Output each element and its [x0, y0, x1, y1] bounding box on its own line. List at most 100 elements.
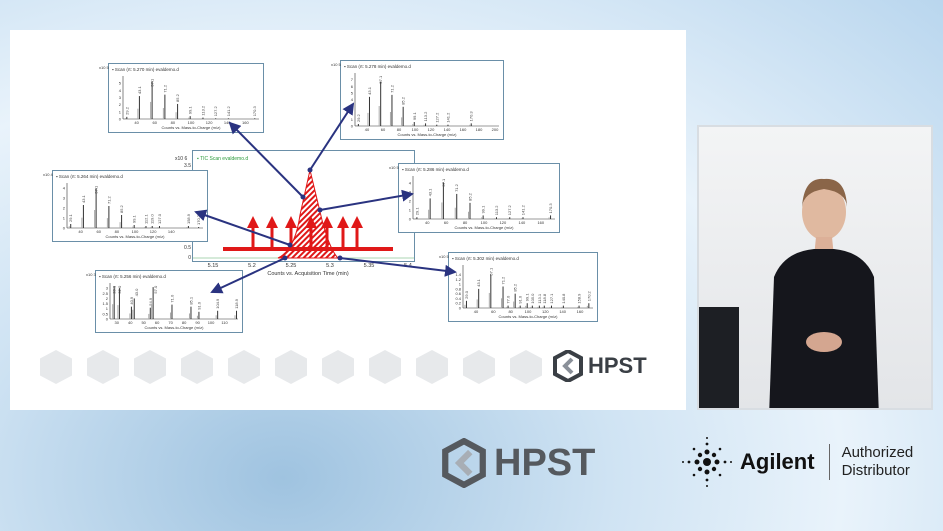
x-tick-label: 120 [500, 220, 507, 225]
spectrum-title: ▪ Scan (rt: 5.286 min) evaldemo.d [402, 167, 469, 172]
x-tick-label: 140 [559, 309, 566, 314]
x-tick-label: 160 [460, 127, 467, 132]
x-tick-label: 100 [188, 120, 195, 125]
y-tick-label: 2 [351, 110, 354, 115]
peak-label: 43.1 [476, 278, 481, 287]
peak-label: 85.1 [188, 296, 193, 305]
spectrum-title: ▪ Scan (rt: 5.264 min) evaldemo.d [56, 174, 123, 179]
peak-label: 71.0 [169, 294, 174, 303]
peak-label: 99.1 [525, 293, 530, 302]
peak-label: 71.2 [162, 84, 167, 93]
x-tick-label: 5.4 [404, 263, 412, 269]
y-tick-label: 0 [106, 317, 109, 322]
peak-label: 140.8 [561, 293, 566, 304]
x-tick-label: 70 [168, 320, 173, 325]
y-tick-label: 0.4 [455, 296, 461, 301]
presentation-slide: x10 6 ▪ TIC Scan evaldemo.d 3.5 0.5 0 5.15 5.2… [10, 30, 686, 410]
x-tick-label: 100 [208, 320, 215, 325]
y-tick-label: 0 [188, 255, 191, 261]
tic-chromatogram: x10 6 ▪ TIC Scan evaldemo.d 3.5 0.5 0 5.15 5.2… [175, 150, 415, 277]
peak-label: 43.0 [134, 288, 139, 297]
y-tick-label: 1.5 [102, 301, 108, 306]
peak-label: 158.9 [186, 213, 191, 224]
y-tick-label: 2.5 [102, 291, 108, 296]
peak-label: 29.2 [124, 106, 129, 115]
peak-label: 112.1 [143, 214, 148, 224]
y-tick-label: 1.2 [455, 277, 461, 282]
tic-title: ▪ TIC Scan evaldemo.d [197, 156, 248, 162]
x-tick-label: 50 [141, 320, 146, 325]
y-tick-label: 4 [119, 88, 122, 93]
peak-label: 57.1 [441, 178, 446, 187]
x-tick-label: 40 [128, 320, 133, 325]
peak-label: 71.2 [454, 183, 459, 192]
y-exponent: x10 5 [439, 254, 450, 259]
y-tick-label: 6 [351, 84, 354, 89]
x-tick-label: 80 [463, 220, 468, 225]
y-exponent: x10 5 [99, 65, 110, 70]
hpst-text: HPST [494, 441, 596, 484]
slide-logo-text: HPST [588, 353, 647, 378]
mass-spectrum-5-264: x10 4 ▪ Scan (rt: 5.264 min) evaldemo.d 0 1… [43, 170, 208, 242]
x-tick-label: 80 [397, 127, 402, 132]
x-tick-label: 40 [134, 120, 139, 125]
presenter-figure [769, 178, 879, 408]
x-tick-label: 120 [150, 229, 157, 234]
y-exponent: x10 5 [331, 62, 342, 67]
peak-label: 113.1 [537, 293, 542, 303]
y-tick-label: 1 [106, 306, 109, 311]
peak-label: 170.3 [469, 111, 474, 122]
y-tick-label: 2 [119, 102, 122, 107]
y-tick-label: 4 [63, 186, 66, 191]
x-tick-label: 60 [155, 320, 160, 325]
y-tick-label: 0.5 [184, 245, 191, 251]
agilent-text: Agilent [740, 449, 815, 474]
x-tick-label: 80 [182, 320, 187, 325]
x-tick-label: 5.25 [286, 263, 297, 269]
footer-hpst-logo: HPST [440, 438, 595, 488]
y-tick-label: 0.5 [102, 311, 108, 316]
peak-label: 43.1 [81, 194, 86, 203]
x-tick-label: 5.2 [248, 263, 256, 269]
y-tick-label: 0 [351, 124, 354, 129]
peak-label: 91.0 [518, 295, 523, 304]
y-tick-label: 0.8 [455, 286, 461, 291]
y-exponent: x10 3 [86, 272, 97, 277]
x-tick-label: 100 [132, 229, 139, 234]
authorized-label: Authorized [841, 444, 914, 461]
peak-label: 158.9 [577, 293, 582, 304]
y-tick-label: 0 [119, 117, 122, 122]
spectrum-title: ▪ Scan (rt: 5.256 min) evaldemo.d [99, 274, 166, 279]
peak-label: 99.1 [412, 111, 417, 120]
y-tick-label: 1 [351, 117, 354, 122]
y-tick-label: 1 [459, 282, 462, 287]
peak-label: 118.9 [234, 298, 239, 308]
x-tick-label: 5.3 [326, 263, 334, 269]
peak-label: 127.2 [434, 112, 439, 123]
y-tick-label: 3 [63, 196, 66, 201]
y-tick-label: 1 [119, 109, 122, 114]
y-tick-label: 2 [106, 296, 109, 301]
x-axis-label: Counts vs. Mass-to-Charge (m/z) [455, 225, 515, 230]
y-tick-label: 5 [351, 90, 354, 95]
peak-label: 99.1 [132, 214, 137, 223]
peak-label: 141.2 [445, 112, 450, 123]
peak-label: 170.2 [586, 290, 591, 301]
peak-label: 85.2 [467, 192, 472, 201]
peak-label: 29.1 [68, 213, 73, 222]
peak-label: 43.1 [137, 86, 142, 95]
x-tick-label: 160 [537, 220, 544, 225]
y-tick-label: 3 [106, 286, 109, 291]
presenter-video [697, 125, 933, 410]
peak-label: 105.0 [530, 293, 535, 304]
y-tick-label: 7 [351, 77, 354, 82]
x-tick-label: 140 [444, 127, 451, 132]
x-tick-label: 80 [115, 229, 120, 234]
x-axis-label: Counts vs. Mass-to-Charge (m/z) [398, 132, 458, 137]
peak-label: 118.8 [542, 293, 547, 303]
y-exponent: x10 4 [43, 172, 54, 177]
y-tick-label: 1 [409, 208, 412, 213]
peak-label: 127.1 [549, 293, 554, 304]
peak-label: 32.0 [117, 285, 122, 294]
spectrum-title: ▪ Scan (rt: 5.278 min) evaldemo.d [344, 64, 411, 69]
